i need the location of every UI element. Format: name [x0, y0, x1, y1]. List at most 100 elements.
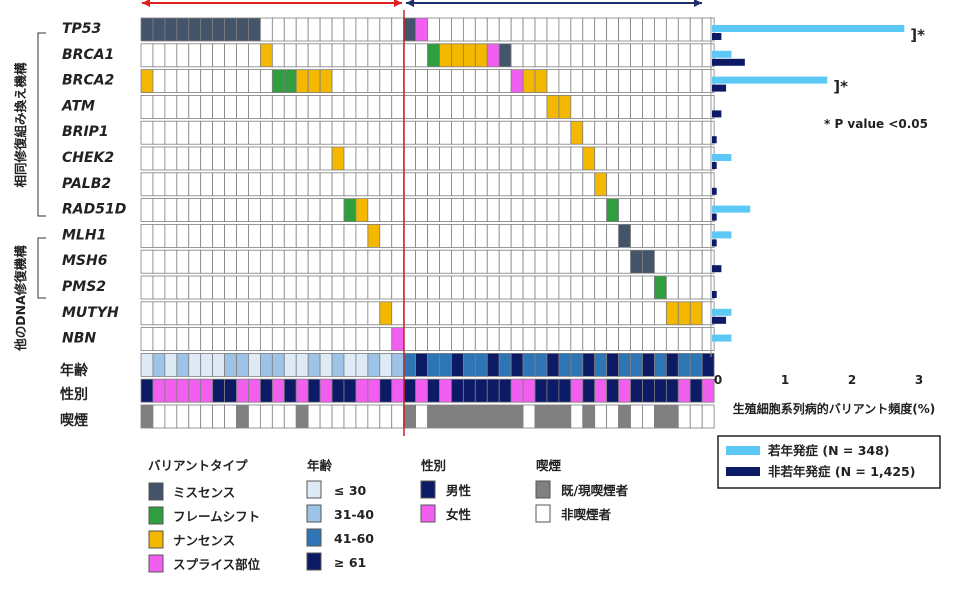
age-cell — [188, 352, 202, 377]
empty-cell — [212, 327, 225, 352]
empty-cell — [642, 43, 655, 68]
empty-cell — [570, 327, 584, 352]
empty-cell — [606, 146, 619, 171]
empty-cell — [188, 69, 202, 93]
group-brackets — [37, 32, 46, 299]
variant-cell — [259, 43, 273, 68]
variant-cell — [594, 172, 608, 197]
empty-cell — [152, 223, 166, 248]
empty-cell — [486, 120, 500, 145]
variant-cell — [271, 69, 285, 93]
empty-cell — [546, 223, 560, 248]
empty-cell — [415, 69, 428, 93]
smoking-cell — [558, 404, 572, 429]
empty-cell — [307, 120, 321, 145]
empty-cell — [307, 43, 321, 68]
empty-cell — [236, 327, 249, 352]
empty-cell — [331, 275, 345, 300]
age-cell — [570, 352, 584, 377]
empty-cell — [164, 198, 178, 223]
empty-cell — [224, 198, 237, 223]
empty-cell — [582, 69, 596, 93]
empty-cell — [236, 223, 249, 248]
young-bar-mlh1 — [712, 231, 732, 239]
empty-cell — [558, 275, 572, 300]
empty-cell — [618, 198, 631, 223]
empty-cell — [152, 275, 166, 300]
empty-cell — [498, 120, 512, 145]
smoking-cell — [271, 404, 285, 429]
empty-cell — [462, 301, 476, 326]
oncoprint-grid — [140, 17, 715, 429]
empty-cell — [415, 146, 428, 171]
age-cell — [236, 352, 249, 377]
empty-cell — [367, 146, 381, 171]
empty-cell — [642, 172, 655, 197]
empty-cell — [224, 172, 237, 197]
empty-cell — [689, 43, 703, 68]
smoking-cell — [534, 404, 548, 429]
empty-cell — [462, 223, 476, 248]
empty-cell — [367, 327, 381, 352]
empty-cell — [379, 17, 393, 42]
sex-cell — [152, 378, 166, 403]
empty-cell — [224, 43, 237, 68]
smoker-label: 既/現喫煙者 — [561, 483, 629, 498]
empty-cell — [319, 146, 333, 171]
smoking-cell — [522, 404, 536, 429]
empty-cell — [248, 95, 261, 119]
nonsmoker-swatch — [535, 504, 551, 523]
empty-cell — [259, 249, 273, 274]
empty-cell — [355, 249, 369, 274]
empty-cell — [582, 120, 596, 145]
sex-cell — [236, 378, 249, 403]
empty-cell — [510, 146, 524, 171]
empty-cell — [283, 198, 297, 223]
age-41-60-label: 41-60 — [334, 531, 374, 546]
empty-cell — [654, 249, 667, 274]
nonsense-swatch — [148, 530, 164, 549]
empty-cell — [164, 69, 178, 93]
empty-cell — [606, 95, 619, 119]
variant-cell — [642, 249, 655, 274]
smoking-cell — [498, 404, 512, 429]
smoking-cell — [642, 404, 655, 429]
empty-cell — [427, 146, 440, 171]
variant-cell — [665, 301, 679, 326]
variant-cell — [498, 43, 512, 68]
empty-cell — [271, 223, 285, 248]
empty-cell — [343, 43, 357, 68]
empty-cell — [606, 120, 619, 145]
empty-cell — [522, 146, 536, 171]
empty-cell — [283, 172, 297, 197]
empty-cell — [176, 43, 190, 68]
empty-cell — [236, 198, 249, 223]
smoking-cell — [474, 404, 488, 429]
age-ge61-label: ≥ 61 — [334, 555, 366, 570]
empty-cell — [271, 146, 285, 171]
empty-cell — [140, 120, 154, 145]
empty-cell — [355, 327, 369, 352]
variant-cell — [522, 69, 536, 93]
empty-cell — [188, 198, 202, 223]
empty-cell — [200, 172, 214, 197]
smoking-cell — [582, 404, 596, 429]
empty-cell — [427, 172, 440, 197]
empty-cell — [271, 301, 285, 326]
empty-cell — [271, 249, 285, 274]
empty-cell — [474, 95, 488, 119]
empty-cell — [355, 275, 369, 300]
non-young-bar-mutyh — [712, 316, 727, 324]
empty-cell — [522, 275, 536, 300]
empty-cell — [486, 69, 500, 93]
empty-cell — [546, 120, 560, 145]
empty-cell — [701, 275, 715, 300]
empty-cell — [188, 223, 202, 248]
smoking-cell — [200, 404, 214, 429]
young-onset-legend-swatch — [726, 446, 760, 455]
empty-cell — [618, 327, 631, 352]
sex-cell — [462, 378, 476, 403]
smoking-cell — [677, 404, 691, 429]
young-arrow-head-left — [142, 0, 150, 7]
gene-label-atm: ATM — [61, 98, 95, 114]
